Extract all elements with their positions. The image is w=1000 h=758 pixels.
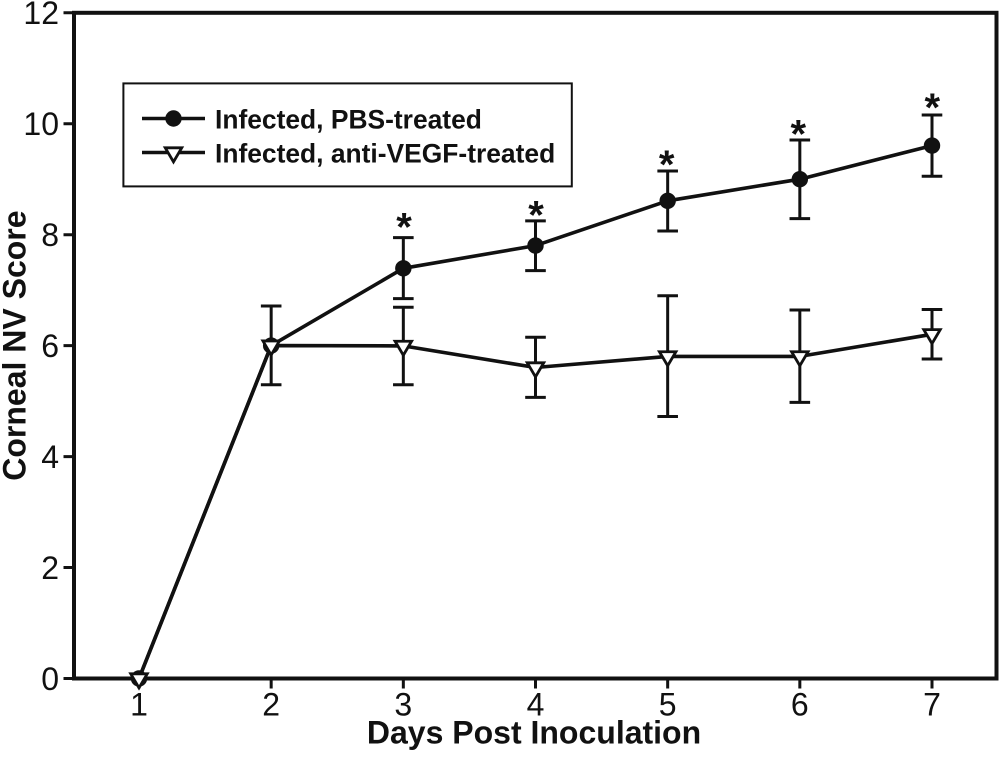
svg-text:2: 2 xyxy=(262,686,280,722)
svg-text:*: * xyxy=(396,206,412,250)
svg-text:*: * xyxy=(528,193,544,237)
svg-text:10: 10 xyxy=(23,106,59,142)
svg-text:Infected, anti-VEGF-treated: Infected, anti-VEGF-treated xyxy=(215,139,555,169)
svg-text:Infected, PBS-treated: Infected, PBS-treated xyxy=(215,105,482,135)
svg-text:0: 0 xyxy=(41,661,59,697)
svg-text:4: 4 xyxy=(527,686,545,722)
svg-text:6: 6 xyxy=(41,328,59,364)
svg-text:4: 4 xyxy=(41,439,59,475)
svg-text:2: 2 xyxy=(41,550,59,586)
svg-text:12: 12 xyxy=(23,0,59,31)
svg-text:5: 5 xyxy=(659,686,677,722)
svg-text:Days Post Inoculation: Days Post Inoculation xyxy=(367,715,701,751)
svg-text:*: * xyxy=(925,86,941,130)
svg-text:*: * xyxy=(659,143,675,187)
svg-text:7: 7 xyxy=(923,686,941,722)
svg-text:Corneal NV Score: Corneal NV Score xyxy=(0,210,33,480)
svg-text:8: 8 xyxy=(41,217,59,253)
svg-text:3: 3 xyxy=(394,686,412,722)
svg-text:6: 6 xyxy=(791,686,809,722)
svg-text:*: * xyxy=(791,112,807,156)
svg-text:1: 1 xyxy=(130,686,148,722)
